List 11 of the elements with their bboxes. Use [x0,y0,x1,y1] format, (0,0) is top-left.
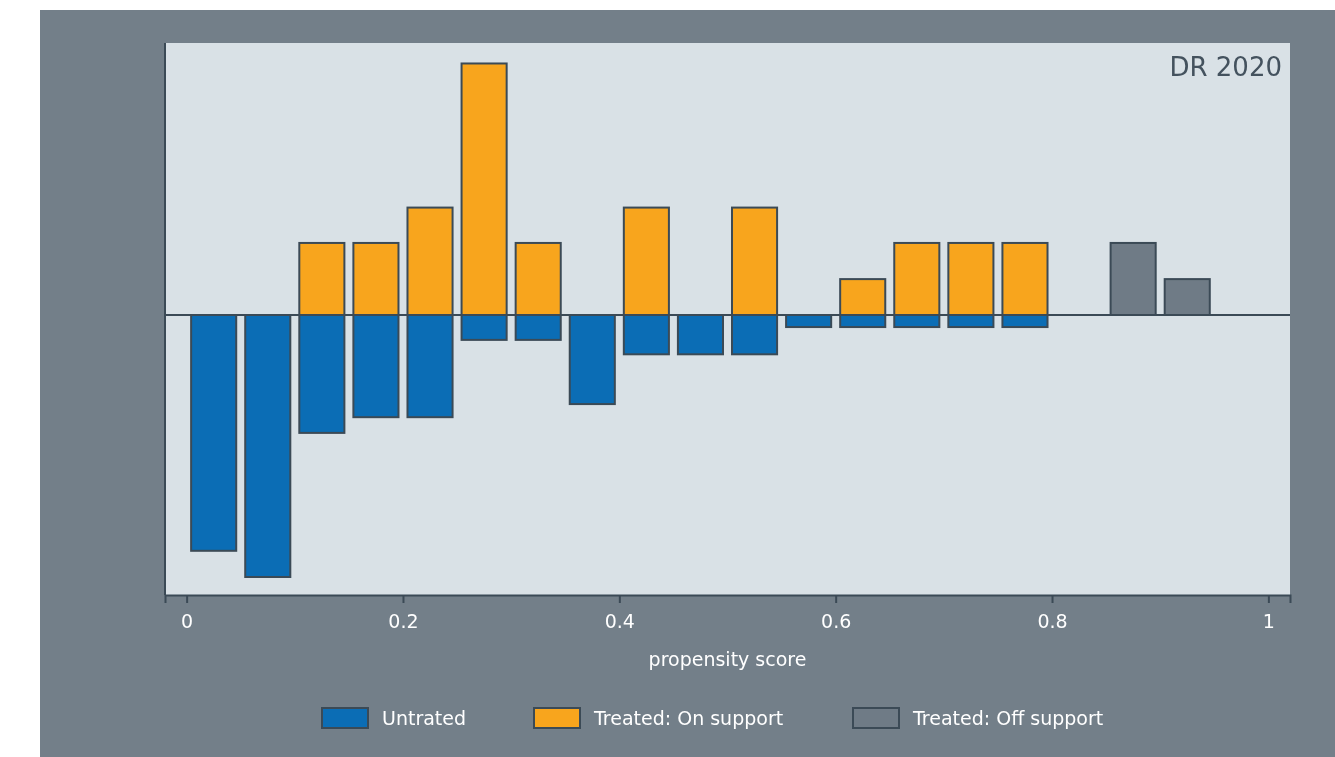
x-axis-title: propensity score [648,648,807,670]
annotation: DR 2020 [1169,52,1282,82]
legend-label: Treated: Off support [912,707,1104,729]
x-tick-label: 1 [1262,610,1275,633]
x-tick-label: 0 [181,610,194,633]
x-tick-label: 0.4 [604,610,635,633]
legend-label: Treated: On support [593,707,784,729]
x-tick-label: 0.8 [1037,610,1068,633]
legend-label: Untrated [382,707,467,729]
x-tick-label: 0.2 [388,610,419,633]
x-tick-label: 0.6 [821,610,852,633]
